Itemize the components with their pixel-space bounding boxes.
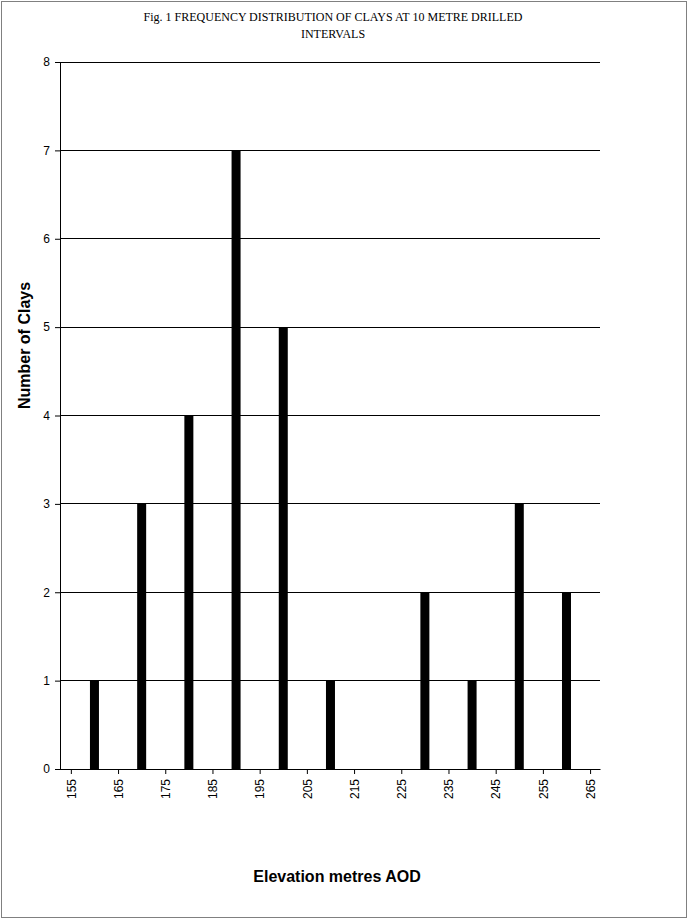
bar xyxy=(232,150,241,769)
x-tick-label: 215 xyxy=(348,779,362,799)
y-tick-mark xyxy=(55,681,60,682)
bar xyxy=(279,327,288,769)
y-tick-mark xyxy=(55,327,60,328)
bar xyxy=(420,592,429,769)
x-tick: 245 xyxy=(489,769,503,799)
bar xyxy=(562,592,571,769)
title-line: Fig. 1 FREQUENCY DISTRIBUTION OF CLAYS A… xyxy=(144,10,523,24)
y-tick: 8 xyxy=(43,55,60,69)
bar xyxy=(90,681,99,769)
x-tick-label: 225 xyxy=(395,779,409,799)
x-tick: 255 xyxy=(537,769,551,799)
y-tick-mark xyxy=(55,416,60,417)
x-tick: 175 xyxy=(159,769,173,799)
y-axis: 0 1 2 3 4 5 6 7 8 xyxy=(43,55,60,776)
y-tick-label: 4 xyxy=(43,409,50,423)
bar xyxy=(468,681,477,769)
title: Fig. 1 FREQUENCY DISTRIBUTION OF CLAYS A… xyxy=(144,10,523,41)
x-tick-mark xyxy=(590,769,591,774)
y-tick-mark xyxy=(55,62,60,63)
x-tick: 235 xyxy=(442,769,456,799)
y-tick-label: 1 xyxy=(43,674,50,688)
y-tick: 6 xyxy=(43,232,60,246)
x-tick-mark xyxy=(307,769,308,774)
y-tick: 5 xyxy=(43,320,60,334)
x-tick: 155 xyxy=(65,769,79,799)
x-tick-label: 205 xyxy=(301,779,315,799)
y-tick: 2 xyxy=(43,586,60,600)
x-tick-label: 155 xyxy=(65,779,79,799)
y-tick: 1 xyxy=(43,674,60,688)
bar xyxy=(515,504,524,769)
grid-line xyxy=(60,415,600,416)
grid xyxy=(60,62,600,769)
x-tick-label: 265 xyxy=(584,779,598,799)
y-axis-line xyxy=(60,63,61,770)
y-tick-mark xyxy=(55,769,60,770)
x-tick-mark xyxy=(354,769,355,774)
x-tick: 215 xyxy=(348,769,362,799)
x-tick-mark xyxy=(401,769,402,774)
x-tick: 225 xyxy=(395,769,409,799)
y-tick: 0 xyxy=(43,762,60,776)
y-tick-label: 2 xyxy=(43,586,50,600)
y-tick-mark xyxy=(55,239,60,240)
x-tick-label: 235 xyxy=(442,779,456,799)
y-tick-label: 3 xyxy=(43,497,50,511)
y-tick-label: 7 xyxy=(43,144,50,158)
x-tick-mark xyxy=(260,769,261,774)
grid-line xyxy=(60,327,600,328)
x-tick: 185 xyxy=(206,769,220,799)
x-tick-label: 245 xyxy=(489,779,503,799)
y-tick: 7 xyxy=(43,144,60,158)
chart: 0 1 2 3 4 5 6 7 8 155 165 175 185 195 205 215 225 235 245 2… xyxy=(0,0,688,919)
x-axis-title: Elevation metres AOD xyxy=(253,868,420,885)
x-tick: 165 xyxy=(112,769,126,799)
y-tick-label: 5 xyxy=(43,320,50,334)
x-tick-label: 195 xyxy=(253,779,267,799)
x-tick: 205 xyxy=(301,769,315,799)
y-tick-mark xyxy=(55,592,60,593)
y-tick: 4 xyxy=(43,409,60,423)
x-tick-mark xyxy=(496,769,497,774)
x-tick: 195 xyxy=(253,769,267,799)
y-tick-label: 6 xyxy=(43,232,50,246)
y-tick-label: 0 xyxy=(43,762,50,776)
bar xyxy=(184,416,193,770)
x-tick-label: 255 xyxy=(537,779,551,799)
x-tick-mark xyxy=(71,769,72,774)
x-tick-mark xyxy=(165,769,166,774)
x-axis-line xyxy=(61,769,601,770)
y-axis-title: Number of Clays xyxy=(16,282,33,409)
y-tick-label: 8 xyxy=(43,55,50,69)
x-tick-mark xyxy=(543,769,544,774)
x-tick-label: 165 xyxy=(112,779,126,799)
bar xyxy=(373,769,382,770)
bars xyxy=(90,150,571,769)
x-tick-mark xyxy=(212,769,213,774)
x-tick-mark xyxy=(448,769,449,774)
bar xyxy=(326,681,335,769)
y-tick-mark xyxy=(55,504,60,505)
x-tick-label: 175 xyxy=(159,779,173,799)
y-tick-mark xyxy=(55,150,60,151)
grid-line xyxy=(60,150,600,151)
grid-line xyxy=(60,238,600,239)
x-tick-mark xyxy=(118,769,119,774)
y-tick: 3 xyxy=(43,497,60,511)
x-tick-label: 185 xyxy=(206,779,220,799)
x-tick: 265 xyxy=(584,769,598,799)
bar xyxy=(137,504,146,769)
x-axis: 155 165 175 185 195 205 215 225 235 245 255 265 xyxy=(61,769,601,799)
grid-line xyxy=(60,62,600,63)
frame xyxy=(2,2,687,918)
title-line: INTERVALS xyxy=(301,27,365,41)
